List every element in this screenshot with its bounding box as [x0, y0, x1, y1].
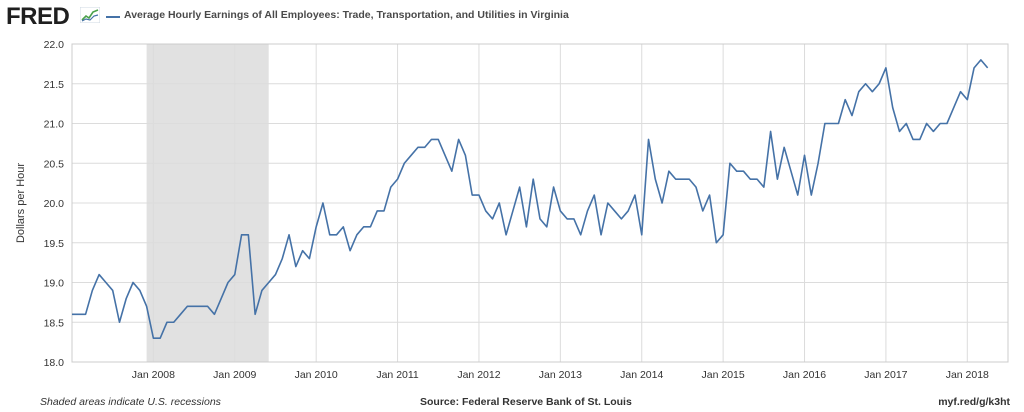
- x-tick-label: Jan 2014: [620, 369, 663, 381]
- line-chart: 18.0 18.5 19.0 19.5 20.0 20.5 21.0 21.5 22.0 Jan…: [15, 39, 1009, 381]
- x-tick-label: Jan 2012: [457, 369, 500, 381]
- short-link[interactable]: myf.red/g/k3ht: [938, 396, 1010, 408]
- fred-logo[interactable]: FRED: [6, 3, 70, 30]
- recession-note: Shaded areas indicate U.S. recessions: [40, 396, 221, 408]
- chart-footer: Shaded areas indicate U.S. recessions So…: [0, 394, 1024, 412]
- y-tick-label: 19.5: [44, 238, 65, 250]
- chart-header: FRED Average Hourly Earnings of All Empl…: [0, 0, 1024, 34]
- y-tick-label: 21.0: [44, 119, 65, 131]
- legend-line-swatch: [106, 16, 120, 18]
- source-text: Source: Federal Reserve Bank of St. Loui…: [420, 396, 632, 408]
- y-axis-label: Dollars per Hour: [15, 163, 27, 243]
- x-tick-label: Jan 2018: [946, 369, 989, 381]
- x-tick-label: Jan 2009: [213, 369, 256, 381]
- x-tick-label: Jan 2010: [295, 369, 338, 381]
- y-axis-ticks: 18.0 18.5 19.0 19.5 20.0 20.5 21.0 21.5 22.0: [44, 39, 65, 369]
- plot-border: [71, 43, 1009, 363]
- y-tick-label: 22.0: [44, 39, 65, 51]
- y-tick-label: 20.0: [44, 198, 65, 210]
- y-tick-label: 18.5: [44, 317, 65, 329]
- x-tick-label: Jan 2013: [539, 369, 582, 381]
- legend-series-title: Average Hourly Earnings of All Employees…: [124, 9, 569, 21]
- x-tick-label: Jan 2015: [702, 369, 745, 381]
- x-tick-label: Jan 2011: [376, 369, 419, 381]
- y-tick-label: 21.5: [44, 79, 65, 91]
- y-tick-label: 20.5: [44, 158, 65, 170]
- fred-graph-icon: [80, 7, 100, 23]
- y-tick-label: 19.0: [44, 278, 65, 290]
- series-line-group: [72, 59, 989, 339]
- x-tick-label: Jan 2017: [864, 369, 907, 381]
- x-axis-ticks: Jan 2008 Jan 2009 Jan 2010 Jan 2011 Jan 2012…: [132, 369, 989, 381]
- x-tick-label: Jan 2008: [132, 369, 175, 381]
- x-tick-label: Jan 2016: [783, 369, 826, 381]
- series-line: [72, 59, 989, 339]
- y-tick-label: 18.0: [44, 357, 65, 369]
